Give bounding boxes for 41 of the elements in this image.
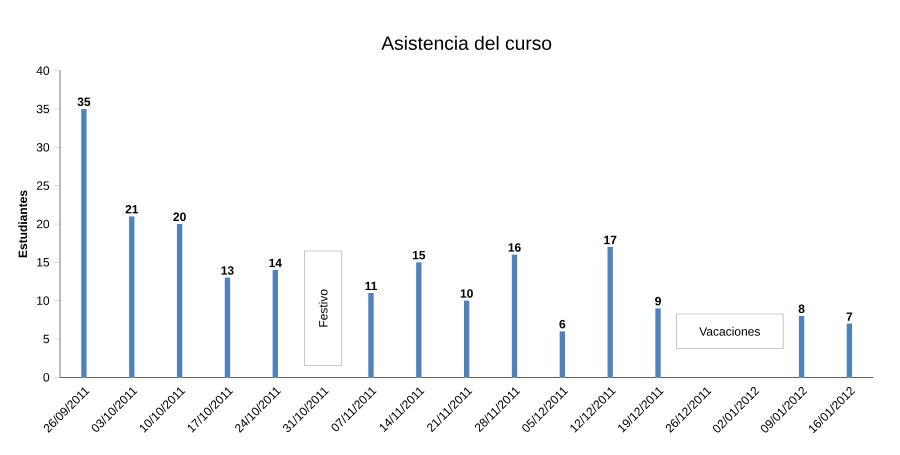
bar [655, 308, 661, 378]
data-label: 8 [798, 304, 805, 314]
bar [464, 300, 470, 378]
annotation: Vacaciones [699, 327, 760, 336]
chart-title: Asistencia del curso [381, 36, 552, 50]
bar [608, 247, 613, 378]
bar [224, 278, 230, 378]
data-label: 15 [412, 251, 426, 260]
data-label: 17 [604, 236, 616, 244]
data-label: 6 [559, 320, 566, 329]
data-label: 10 [460, 289, 473, 298]
data-label: 9 [655, 297, 661, 306]
data-label: 14 [269, 258, 282, 268]
y-axis-title: Estudiantes [18, 190, 28, 258]
data-label: 21 [126, 205, 138, 214]
data-label: 7 [846, 312, 852, 321]
data-label: 13 [222, 266, 234, 275]
y-tick-label: 35 [36, 104, 50, 114]
bar [176, 224, 182, 378]
bar [512, 254, 518, 378]
data-label: 16 [508, 243, 521, 252]
bar [846, 324, 852, 378]
data-label: 11 [365, 282, 377, 290]
y-tick-label: 40 [36, 66, 50, 76]
annotation: Festivo [318, 290, 328, 327]
bar [81, 109, 87, 378]
data-label: 20 [173, 212, 186, 222]
y-tick-label: 25 [36, 182, 50, 190]
y-tick-label: 30 [36, 143, 50, 152]
y-tick-label: 10 [37, 296, 50, 306]
bar [272, 270, 278, 378]
y-tick-label: 20 [36, 220, 50, 228]
y-tick-label: 0 [43, 373, 50, 382]
data-label: 35 [78, 98, 90, 106]
y-tick-label: 15 [37, 258, 50, 267]
y-tick-label: 5 [43, 334, 50, 344]
bar [416, 262, 422, 378]
bar [129, 216, 134, 378]
bar [798, 316, 804, 378]
bar [560, 331, 566, 378]
bar [368, 293, 374, 378]
